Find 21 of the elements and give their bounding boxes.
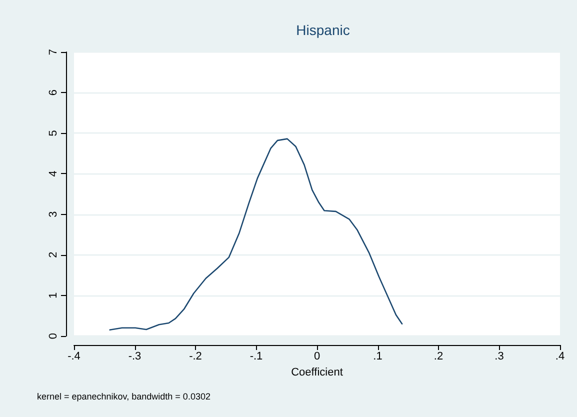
chart-title: Hispanic [296, 22, 350, 38]
x-tick-label: -.4 [68, 350, 80, 362]
y-tick-label: 7 [48, 48, 60, 56]
x-tick-label: -.3 [128, 350, 142, 362]
x-tick-label: .4 [555, 350, 565, 362]
x-tick-label: .1 [373, 350, 382, 362]
x-tick-label: -.1 [250, 350, 263, 362]
y-tick-label: 2 [48, 252, 60, 258]
y-tick-label: 4 [48, 170, 60, 177]
x-tick-label: 0 [314, 350, 320, 362]
x-axis-title: Coefficient [291, 366, 343, 378]
y-tick-label: 6 [48, 90, 60, 96]
line-series [109, 138, 403, 331]
y-tick-label: 1 [48, 292, 60, 298]
text: kernel = epanechnikov, bandwidth = 0.0302 [37, 392, 210, 402]
y-tick-label: 5 [48, 130, 60, 136]
y-tick-label: 0 [48, 332, 60, 340]
x-tick-label: .3 [494, 350, 504, 362]
x-tick-label: .2 [434, 350, 444, 362]
y-tick-label: 3 [48, 211, 60, 218]
x-tick-label: -.2 [189, 350, 202, 362]
